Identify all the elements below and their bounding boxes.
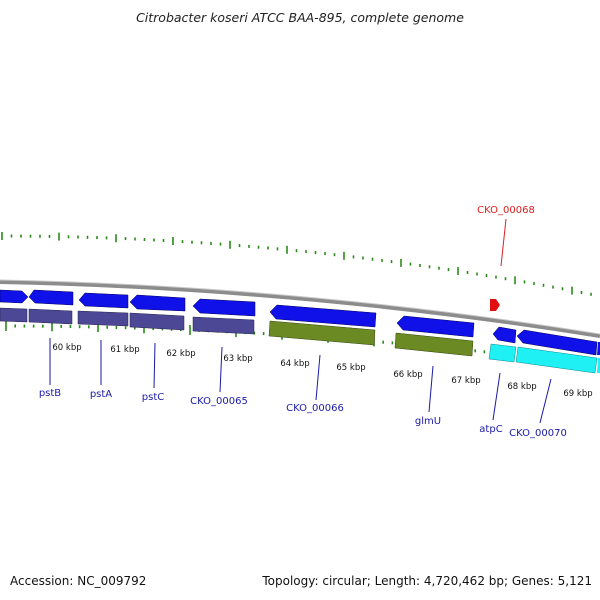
cds-bar-purple [192, 316, 255, 335]
gene-label: CKO_00070 [509, 428, 567, 439]
backbone-ring [0, 280, 600, 338]
gene-arrow-forward [129, 294, 186, 312]
cds-bar-purple [77, 310, 129, 327]
leader-line [500, 218, 507, 267]
cds-bar-purple [129, 312, 185, 331]
gene-arrow-forward [396, 315, 475, 338]
map-title: Citrobacter koseri ATCC BAA-895, complet… [136, 10, 464, 25]
topology-label: Topology: circular; Length: 4,720,462 bp… [261, 574, 592, 588]
gene-arrow-forward [516, 329, 598, 356]
gene-label: atpC [479, 424, 502, 435]
cds-bar-purple [0, 307, 28, 323]
gene-label: glmU [415, 416, 441, 427]
kbp-label: 63 kbp [223, 354, 252, 364]
gene-label: pstC [142, 392, 164, 403]
leader-line [219, 346, 223, 393]
leader-line [539, 378, 552, 424]
cds-bar-purple [28, 308, 73, 325]
outer-tick-track [1, 232, 592, 296]
backbone-highlight [0, 279, 600, 335]
gene-label: CKO_00066 [286, 403, 344, 414]
kbp-label: 62 kbp [166, 349, 195, 359]
kbp-label: 60 kbp [52, 343, 81, 353]
kbp-label: 69 kbp [563, 389, 592, 399]
gene-arrow-forward [0, 289, 29, 304]
kbp-label: 66 kbp [393, 370, 422, 380]
gene-label: pstA [90, 389, 112, 400]
gene-labels: pstB pstA pstC CKO_00065 CKO_00066 glmU atpC CK… [39, 205, 567, 439]
leader-line [315, 354, 321, 401]
kbp-label: 61 kbp [110, 345, 139, 355]
accession-label: Accession: NC_009792 [10, 574, 146, 588]
leader-line [153, 342, 156, 389]
gene-arrow-forward [78, 292, 129, 309]
cds-track [0, 307, 600, 374]
cds-bar-cyan [488, 343, 517, 363]
gene-label: pstB [39, 388, 61, 399]
gene-arrow-forward [192, 298, 256, 317]
gene-arrow-forward [492, 326, 517, 344]
kbp-label: 64 kbp [280, 359, 309, 369]
label-leaders [49, 218, 552, 424]
kbp-labels: 60 kbp 61 kbp 62 kbp 63 kbp 64 kbp 65 kbp 66 k… [52, 343, 592, 399]
gene-arrow-forward [28, 289, 74, 306]
gene-arrow-forward [597, 342, 600, 355]
gene-label: CKO_00068 [477, 205, 535, 216]
cds-bar-cyan [597, 358, 600, 373]
feature-arrow-red [490, 299, 500, 311]
kbp-label: 65 kbp [336, 363, 365, 373]
leader-line [492, 372, 501, 421]
gene-label: CKO_00065 [190, 396, 248, 407]
kbp-label: 68 kbp [507, 382, 536, 392]
cds-bar-green [268, 320, 376, 346]
leader-line [428, 365, 434, 413]
kbp-label: 67 kbp [451, 376, 480, 386]
cds-bar-cyan [515, 346, 598, 374]
gene-arrow-forward [269, 304, 377, 328]
cds-bar-green [394, 332, 474, 357]
forward-strand-genes [0, 289, 600, 356]
